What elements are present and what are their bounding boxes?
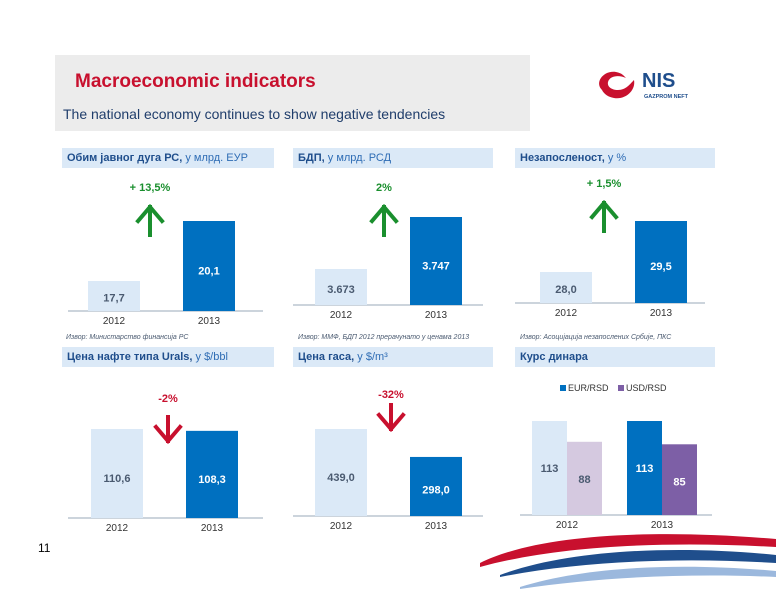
panel-title: Курс динара bbox=[520, 351, 588, 363]
x-tick-label: 2012 bbox=[555, 308, 578, 319]
arrow-down-icon bbox=[153, 415, 183, 445]
bar-value-label: 3.747 bbox=[422, 260, 450, 272]
bar-EUR/RSD-2012 bbox=[532, 421, 567, 515]
arrow-up-icon bbox=[369, 203, 399, 237]
bar-value-label: 17,7 bbox=[103, 293, 124, 305]
arrow-down-icon bbox=[376, 403, 406, 433]
logo-tagline: GAZPROM NEFT bbox=[644, 94, 689, 100]
change-label: 2% bbox=[376, 182, 392, 194]
panel-unit: у $/m³ bbox=[354, 351, 388, 363]
arrow-up-icon bbox=[135, 203, 165, 237]
bar-2013 bbox=[410, 217, 462, 305]
panel-title: Цена гаса, bbox=[298, 351, 355, 363]
bar-value-label: 88 bbox=[578, 474, 590, 486]
bar-2012 bbox=[88, 281, 140, 311]
bar-USD/RSD-2013 bbox=[662, 444, 697, 515]
x-tick-label: 2012 bbox=[330, 310, 353, 321]
page-title: Macroeconomic indicators bbox=[75, 71, 316, 92]
bar-value-label: 113 bbox=[541, 463, 559, 475]
x-tick-label: 2013 bbox=[198, 316, 221, 327]
bar-value-label: 28,0 bbox=[555, 284, 576, 296]
arrow-up-icon bbox=[589, 199, 619, 233]
source-note-unemployment: Извор: Асоцијација незапослених Србије, … bbox=[520, 334, 672, 341]
legend-swatch-eur bbox=[560, 385, 566, 391]
bar-2012 bbox=[91, 429, 143, 518]
legend-label: USD/RSD bbox=[626, 383, 667, 393]
decorative-swoosh bbox=[480, 534, 776, 589]
bar-value-label: 3.673 bbox=[327, 284, 355, 296]
panel-unit: у % bbox=[604, 152, 627, 164]
bar-2013 bbox=[635, 221, 687, 303]
page-subtitle: The national economy continues to show n… bbox=[63, 106, 446, 122]
panel-header-exchange-rate: Курс динара bbox=[515, 347, 715, 367]
x-tick-label: 2013 bbox=[651, 520, 674, 531]
logo-brand: NIS bbox=[642, 70, 675, 92]
x-tick-label: 2012 bbox=[103, 316, 126, 327]
bar-2012 bbox=[315, 269, 367, 305]
legend-label: EUR/RSD bbox=[568, 383, 609, 393]
bar-value-label: 108,3 bbox=[198, 474, 226, 486]
panel-title: Цена нафте типа Urals, bbox=[67, 351, 193, 363]
bar-value-label: 85 bbox=[673, 476, 685, 488]
bar-2012 bbox=[540, 272, 592, 303]
panel-title: БДП, bbox=[298, 152, 325, 164]
bar-value-label: 439,0 bbox=[327, 472, 355, 484]
bar-2013 bbox=[186, 430, 238, 518]
panel-header-gas-price: Цена гаса, у $/m³ bbox=[293, 347, 493, 367]
bar-2013 bbox=[183, 221, 235, 311]
bar-value-label: 110,6 bbox=[104, 473, 131, 485]
bar-2012 bbox=[315, 429, 367, 516]
bar-EUR/RSD-2013 bbox=[627, 421, 662, 515]
x-tick-label: 2013 bbox=[425, 521, 448, 532]
legend-swatch-usd bbox=[618, 385, 624, 391]
change-label: -32% bbox=[378, 389, 404, 401]
change-label: + 1,5% bbox=[587, 178, 622, 190]
x-tick-label: 2013 bbox=[650, 308, 673, 319]
panel-header-unemployment: Незапосленост, у % bbox=[515, 148, 715, 168]
panel-header-gdp: БДП, у млрд. РСД bbox=[293, 148, 493, 168]
header-box bbox=[55, 55, 530, 131]
bar-value-label: 113 bbox=[636, 463, 654, 475]
source-note-debt: Извор: Министарство финансија РС bbox=[66, 334, 189, 341]
bar-value-label: 20,1 bbox=[198, 266, 219, 278]
bar-2013 bbox=[410, 456, 462, 516]
source-note-gdp: Извор: ММФ, БДП 2012 прерачунато у ценам… bbox=[298, 334, 470, 341]
panel-header-public-debt: Обим јавног дуга РС, у млрд. ЕУР bbox=[62, 148, 274, 168]
panel-title: Незапосленост, bbox=[520, 152, 605, 164]
x-tick-label: 2012 bbox=[106, 523, 129, 534]
bar-value-label: 29,5 bbox=[650, 261, 671, 273]
panel-unit: у млрд. РСД bbox=[324, 152, 392, 164]
x-tick-label: 2012 bbox=[330, 521, 353, 532]
nis-logo-icon: NIS GAZPROM NEFT bbox=[599, 70, 689, 100]
panel-unit: у $/bbl bbox=[192, 351, 228, 363]
change-label: + 13,5% bbox=[130, 182, 171, 194]
panel-unit: у млрд. ЕУР bbox=[182, 152, 248, 164]
x-tick-label: 2012 bbox=[556, 520, 579, 531]
change-label: -2% bbox=[158, 393, 178, 405]
x-tick-label: 2013 bbox=[425, 310, 448, 321]
bar-USD/RSD-2012 bbox=[567, 441, 602, 515]
bar-value-label: 298,0 bbox=[422, 484, 450, 496]
x-tick-label: 2013 bbox=[201, 523, 224, 534]
page-number: 11 bbox=[38, 541, 51, 555]
panel-header-oil-price: Цена нафте типа Urals, у $/bbl bbox=[62, 347, 274, 367]
panel-title: Обим јавног дуга РС, bbox=[67, 152, 183, 164]
